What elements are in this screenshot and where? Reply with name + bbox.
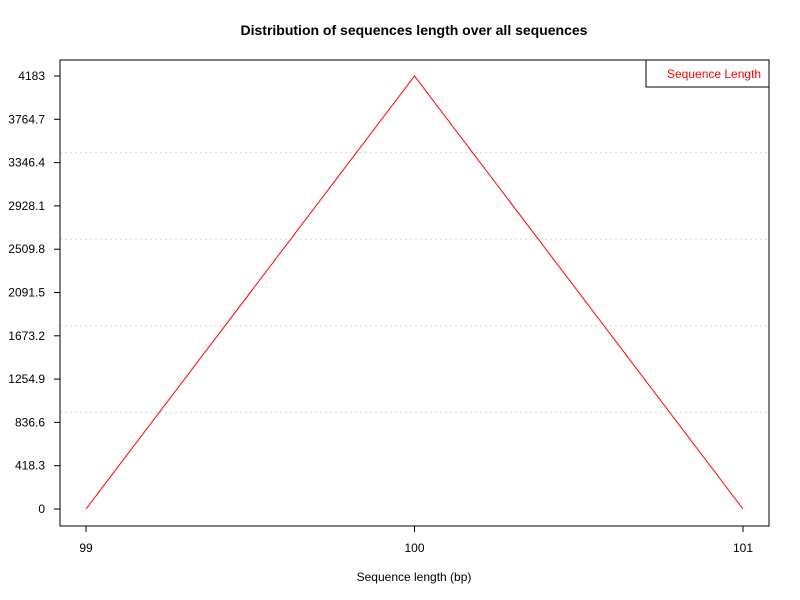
grid xyxy=(60,152,769,413)
y-tick-label: 3346.4 xyxy=(8,156,45,170)
y-tick-label: 2509.8 xyxy=(8,242,45,256)
series-line xyxy=(85,75,744,510)
plot-frame xyxy=(59,59,770,527)
x-axis-label: Sequence length (bp) xyxy=(357,570,472,584)
legend-box xyxy=(645,59,770,88)
y-tick-label: 3764.7 xyxy=(8,112,45,126)
legend: Sequence Length xyxy=(645,59,770,88)
y-tick-label: 418.3 xyxy=(15,459,45,473)
x-axis: 99 100 101 xyxy=(79,526,753,555)
legend-label: Sequence Length xyxy=(667,67,761,81)
x-tick-label: 100 xyxy=(404,541,424,555)
series-group xyxy=(85,75,744,510)
y-tick-label: 1254.9 xyxy=(8,372,45,386)
y-tick-label: 2091.5 xyxy=(8,286,45,300)
y-tick-label: 1673.2 xyxy=(8,329,45,343)
y-axis: 0 418.3 836.6 1254.9 1673.2 2091.5 2509.8 2928.… xyxy=(8,69,60,516)
x-tick-label: 101 xyxy=(733,541,753,555)
chart-title: Distribution of sequences length over al… xyxy=(241,22,588,38)
y-tick-label: 836.6 xyxy=(15,415,45,429)
x-tick-label: 99 xyxy=(79,541,93,555)
y-tick-label: 4183 xyxy=(18,69,45,83)
y-tick-label: 2928.1 xyxy=(8,199,45,213)
y-tick-label: 0 xyxy=(38,502,45,516)
